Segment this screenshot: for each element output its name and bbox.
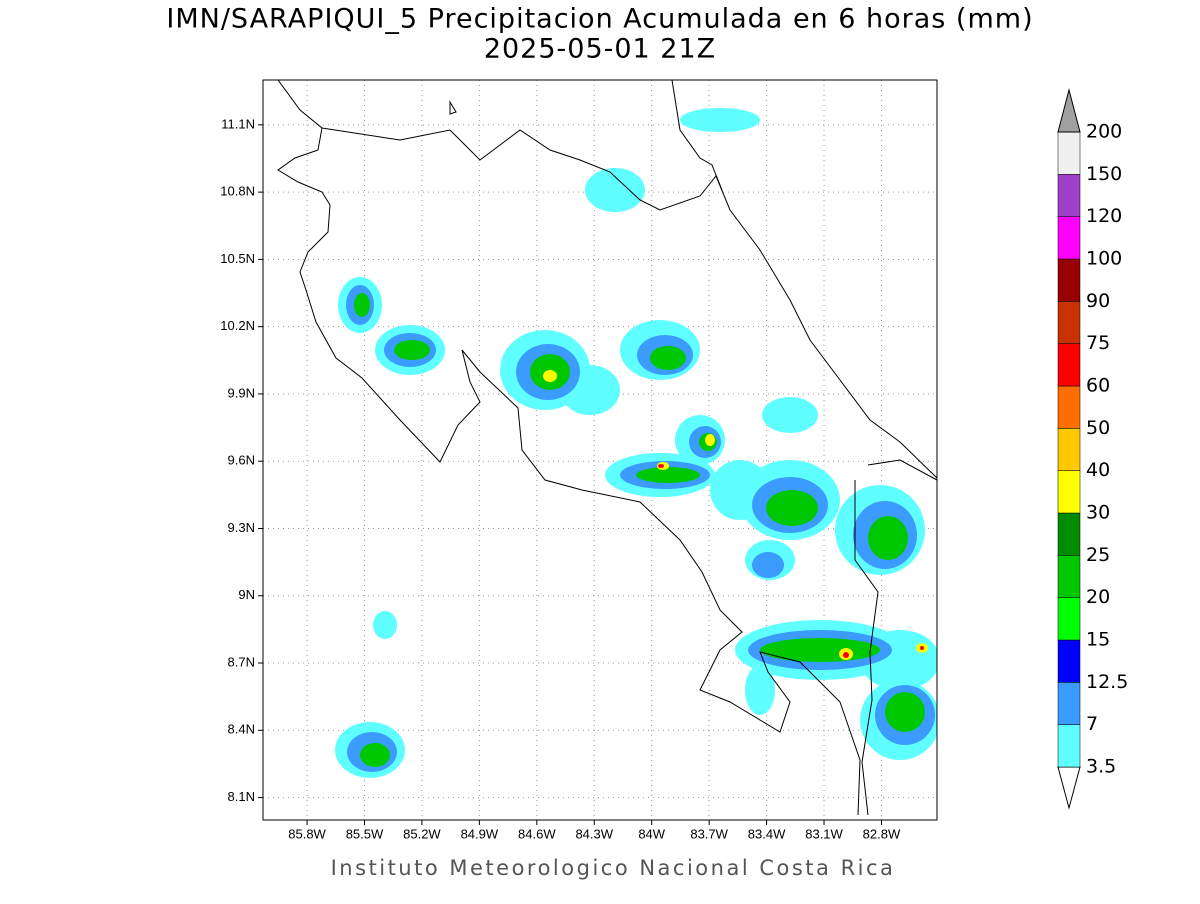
colorbar-label: 20 [1086, 586, 1110, 608]
colorbar-label: 90 [1086, 290, 1110, 312]
y-tick-label: 9.3N [228, 520, 255, 535]
colorbar-label: 12.5 [1086, 671, 1128, 693]
colorbar-segment [1057, 131, 1081, 175]
colorbar-label: 3.5 [1086, 756, 1116, 778]
x-tick-label: 83.1W [805, 826, 843, 841]
subtitle: 2025-05-01 21Z [484, 34, 716, 65]
y-tick-label: 10.5N [220, 251, 255, 266]
y-tick-label: 8.1N [228, 789, 255, 804]
y-tick-label: 10.2N [220, 318, 255, 333]
colorbar: 3.5 7 12.5 15 20 25 30 40 50 60 75 90 100 120 150 200 [1057, 88, 1128, 810]
colorbar-label: 100 [1086, 248, 1122, 270]
x-tick-label: 83.7W [690, 826, 728, 841]
colorbar-label: 150 [1086, 163, 1122, 185]
x-tick-label: 83.4W [748, 826, 786, 841]
colorbar-segment [1057, 639, 1081, 683]
y-tick-label: 8.7N [228, 654, 255, 669]
x-tick-label: 85.2W [403, 826, 441, 841]
colorbar-label: 40 [1086, 459, 1110, 481]
colorbar-high-triangle [1057, 88, 1081, 133]
colorbar-label: 7 [1086, 713, 1098, 735]
y-tick-label: 9N [238, 587, 255, 602]
coastlines [277, 80, 937, 816]
colorbar-segment [1057, 470, 1081, 514]
y-tick-label: 9.9N [228, 385, 255, 400]
colorbar-segment [1057, 385, 1081, 429]
x-tick-label: 84.3W [575, 826, 613, 841]
colorbar-segment [1057, 555, 1081, 598]
colorbar-label: 50 [1086, 417, 1110, 439]
x-tick-label: 84.6W [518, 826, 556, 841]
colorbar-label: 120 [1086, 205, 1122, 227]
colorbar-label: 60 [1086, 375, 1110, 397]
colorbar-segment [1057, 174, 1081, 217]
precip-fields [335, 108, 937, 778]
colorbar-label: 200 [1086, 121, 1122, 143]
map-frame [262, 79, 938, 821]
y-tick-label: 9.6N [228, 453, 255, 468]
colorbar-label: 75 [1086, 332, 1110, 354]
y-tick-label: 10.8N [220, 184, 255, 199]
x-tick-label: 84W [638, 826, 665, 841]
colorbar-segment [1057, 216, 1081, 260]
axis-labels: 85.8W 85.5W 85.2W 84.9W 84.6W 84.3W 84W 83.7W 83… [220, 116, 901, 841]
title: IMN/SARAPIQUI_5 Precipitacion Acumulada … [166, 4, 1033, 35]
y-tick-label: 11.1N [221, 116, 255, 131]
colorbar-segment [1057, 512, 1081, 556]
colorbar-segment [1057, 724, 1081, 768]
colorbar-label: 30 [1086, 502, 1110, 524]
x-tick-label: 85.8W [288, 826, 326, 841]
colorbar-segment [1057, 597, 1081, 641]
colorbar-segment [1057, 258, 1081, 302]
colorbar-low-triangle [1057, 766, 1081, 810]
x-tick-label: 82.8W [863, 826, 901, 841]
colorbar-label: 15 [1086, 629, 1110, 651]
x-tick-label: 85.5W [346, 826, 384, 841]
colorbar-segment [1057, 428, 1081, 471]
footer: Instituto Meteorologico Nacional Costa R… [331, 856, 896, 880]
colorbar-segment [1057, 682, 1081, 725]
colorbar-segment [1057, 301, 1081, 344]
x-tick-label: 84.9W [461, 826, 499, 841]
colorbar-label: 25 [1086, 544, 1110, 566]
y-tick-label: 8.4N [228, 722, 255, 737]
colorbar-segment [1057, 343, 1081, 387]
